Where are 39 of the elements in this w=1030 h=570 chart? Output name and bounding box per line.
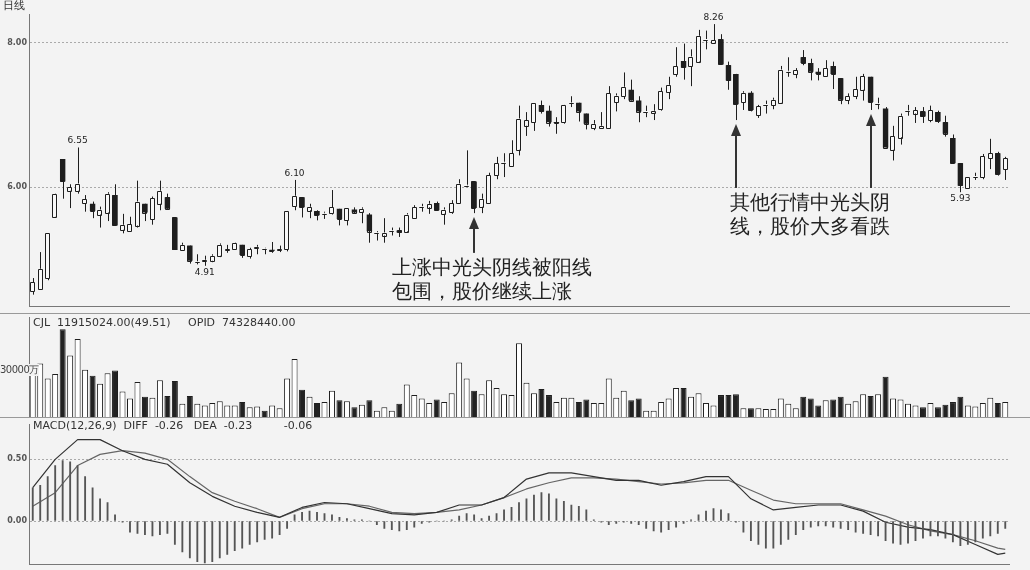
candlestick: [733, 73, 739, 121]
candlestick: [59, 158, 66, 200]
candlestick: [718, 33, 724, 65]
annotation: 5.93: [950, 193, 971, 204]
candlestick: [329, 189, 335, 216]
annotation: 其他行情中光头阴线，股价大多看跌: [729, 190, 891, 238]
candlestick: [995, 151, 1001, 177]
annotation: 上涨中光头阴线被阳线包围，股价继续上涨: [392, 255, 594, 303]
y-tick-label: 6.00: [7, 182, 28, 192]
candlestick: [658, 87, 664, 112]
candlestick: [957, 162, 964, 193]
candlestick: [852, 76, 859, 100]
candlestick: [1002, 156, 1008, 181]
candlestick: [284, 210, 290, 252]
chart-title: MACD(12,26,9) DIFF -0.26 DEA -0.23 -0.06: [33, 419, 313, 432]
annotation: 6.55: [67, 135, 88, 146]
candlestick: [486, 172, 492, 204]
candlestick: [987, 138, 993, 170]
annotation: 8.26: [703, 11, 724, 22]
candlestick: [493, 156, 500, 180]
chart-title: CJL 11915024.00(49.51) OPID 74328440.00: [33, 316, 296, 329]
y-tick-label: 8.00: [7, 37, 28, 47]
candlestick: [45, 232, 51, 281]
candlestick: [621, 71, 627, 100]
annotation: 4.91: [194, 266, 215, 277]
candlestick: [680, 43, 687, 81]
candlestick: [725, 61, 732, 91]
y-tick-label: 0.00: [7, 516, 28, 526]
annotation: 30000万: [0, 364, 39, 376]
candlestick: [561, 104, 567, 125]
candlestick: [980, 153, 986, 180]
annotation: 6.10: [284, 167, 305, 178]
candlestick: [508, 139, 515, 167]
chart-title: 日线: [3, 0, 25, 12]
y-tick-label: 0.50: [7, 454, 28, 464]
candlestick: [531, 102, 537, 132]
candlestick: [299, 196, 305, 218]
candlestick: [456, 178, 462, 205]
candlestick: [112, 183, 118, 226]
